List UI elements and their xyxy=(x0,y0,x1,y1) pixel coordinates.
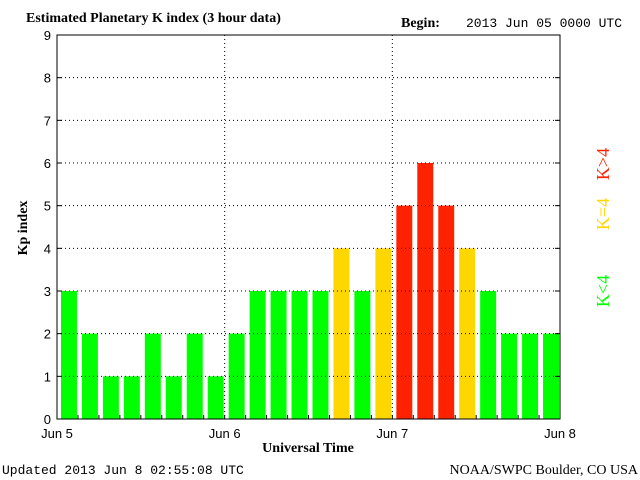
chart-title: Estimated Planetary K index (3 hour data… xyxy=(26,11,281,26)
x-tick-label: Jun 5 xyxy=(41,426,73,441)
legend-active: K=4 xyxy=(593,198,613,230)
kp-bar xyxy=(102,376,119,419)
y-tick-label: 9 xyxy=(44,28,51,43)
kp-bar xyxy=(228,333,245,419)
kp-bar xyxy=(438,205,455,419)
legend-storm: K>4 xyxy=(593,148,613,180)
kp-bar xyxy=(165,376,182,419)
y-axis-label: Kp index xyxy=(16,201,31,256)
source-credit: NOAA/SWPC Boulder, CO USA xyxy=(450,463,639,478)
begin-label: Begin: xyxy=(401,16,440,31)
kp-bar xyxy=(480,291,497,419)
kp-bar xyxy=(291,291,308,419)
x-axis-label: Universal Time xyxy=(262,441,354,456)
y-tick-label: 1 xyxy=(44,369,51,384)
plot-area: 0 1 2 3 4 5 6 7 8 9 Jun 5 Jun 6 Jun 7 Jun 8 xyxy=(41,28,576,441)
x-tick-label: Jun 7 xyxy=(376,426,408,441)
y-tick-label: 7 xyxy=(44,113,51,128)
y-tick-label: 6 xyxy=(44,156,51,171)
kp-bar xyxy=(249,291,266,419)
y-tick-label: 8 xyxy=(44,71,51,86)
x-tick-label: Jun 6 xyxy=(209,426,241,441)
legend-quiet: K<4 xyxy=(593,275,613,307)
kp-bar xyxy=(375,248,392,419)
updated-timestamp: Updated 2013 Jun 8 02:55:08 UTC xyxy=(2,463,244,478)
kp-bar xyxy=(354,291,371,419)
kp-bar xyxy=(207,376,224,419)
kp-bar xyxy=(312,291,329,419)
x-tick-label: Jun 8 xyxy=(544,426,576,441)
kp-bar xyxy=(522,333,539,419)
kp-bar xyxy=(61,291,77,419)
kp-bar xyxy=(396,205,413,419)
kp-bar xyxy=(459,248,476,419)
y-tick-label: 0 xyxy=(44,412,51,427)
y-tick-label: 4 xyxy=(44,241,51,256)
kp-bar xyxy=(270,291,287,419)
kp-bar xyxy=(144,333,161,419)
kp-bar xyxy=(543,333,559,419)
plot-frame xyxy=(56,34,561,420)
y-tick-label: 3 xyxy=(44,284,51,299)
y-tick-label: 5 xyxy=(44,199,51,214)
kp-bar xyxy=(123,376,140,419)
begin-value: 2013 Jun 05 0000 UTC xyxy=(466,16,622,31)
kp-bar xyxy=(186,333,203,419)
y-tick-label: 2 xyxy=(44,327,51,342)
